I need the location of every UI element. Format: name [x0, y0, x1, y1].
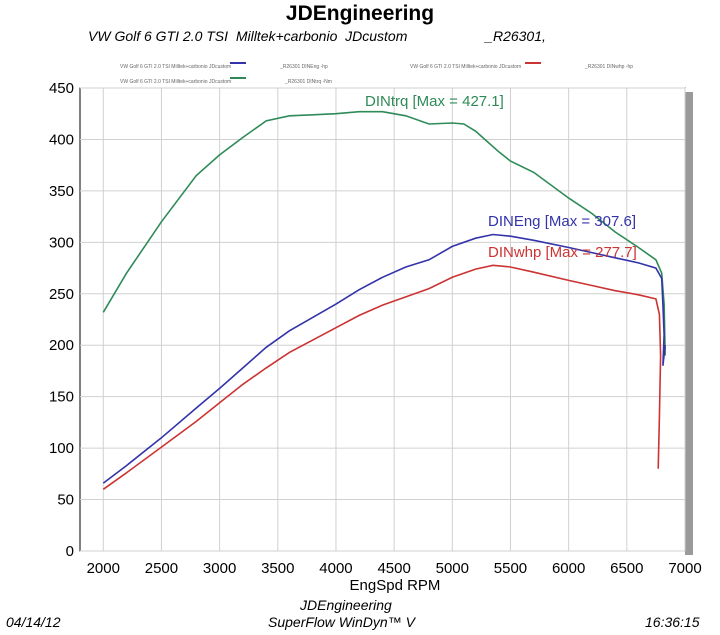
series-line-dintrq: [102, 110, 666, 356]
axis-ticks: 2000 2500 3000 3500 4000 4500 5000 5500 6000 6500…: [49, 80, 702, 577]
legend-entry-eng-run: _R26301 DINEng -hp: [280, 64, 328, 70]
y-tick-label: 400: [49, 131, 74, 148]
y-tick-label: 150: [49, 389, 74, 406]
legend-entry-trq-run: _R26301 DINtrq -Nm: [285, 79, 332, 85]
y-tick-label: 250: [49, 286, 74, 303]
footer-software: SuperFlow WinDyn™ V: [268, 614, 415, 630]
x-axis-title: EngSpd RPM: [350, 577, 441, 594]
x-tick-label: 6000: [552, 560, 585, 577]
chart-grid: [79, 87, 693, 555]
x-tick-label: 5500: [494, 560, 527, 577]
x-tick-label: 3500: [261, 560, 294, 577]
legend-swatch-eng: [230, 62, 246, 64]
y-tick-label: 0: [66, 543, 74, 560]
chart-subtitle: VW Golf 6 GTI 2.0 TSI Milltek+carbonio J…: [88, 28, 546, 44]
footer-date: 04/14/12: [6, 614, 61, 630]
x-tick-label: 2500: [145, 560, 178, 577]
legend-swatch-trq: [230, 77, 246, 79]
legend-entry-eng-vehicle: VW Golf 6 GTI 2.0 TSI Milltek+carbonio J…: [120, 64, 232, 70]
x-tick-label: 6500: [610, 560, 643, 577]
x-tick-label: 4500: [377, 560, 410, 577]
legend-entry-whp-vehicle: VW Golf 6 GTI 2.0 TSI Milltek+carbonio J…: [410, 64, 522, 70]
footer-time: 16:36:15: [645, 614, 700, 630]
y-tick-label: 300: [49, 234, 74, 251]
annotation-dineng: DINEng [Max = 307.6]: [488, 213, 636, 230]
x-tick-label: 4000: [319, 560, 352, 577]
legend-swatch-whp: [525, 62, 541, 64]
x-tick-label: 3000: [203, 560, 236, 577]
plot-shadow: [685, 92, 693, 555]
plot-area: [79, 87, 686, 552]
footer-company: JDEngineering: [300, 597, 392, 613]
series-line-dinwhp: [102, 264, 662, 490]
annotation-dinwhp: DINwhp [Max = 277.7]: [488, 244, 637, 261]
series-line-dineng: [102, 233, 666, 484]
annotation-dintrq: DINtrq [Max = 427.1]: [365, 93, 504, 110]
y-tick-label: 100: [49, 440, 74, 457]
x-tick-label: 2000: [87, 560, 120, 577]
y-tick-label: 50: [57, 492, 74, 509]
x-tick-label: 7000: [668, 560, 701, 577]
y-tick-label: 200: [49, 337, 74, 354]
y-tick-label: 350: [49, 183, 74, 200]
chart-series: [102, 110, 666, 490]
legend-entry-trq-vehicle: VW Golf 6 GTI 2.0 TSI Milltek+carbonio J…: [120, 79, 232, 85]
legend-entry-whp-run: _R26301 DINwhp -hp: [585, 64, 634, 70]
y-tick-label: 450: [49, 80, 74, 97]
series-annotations: DINtrq [Max = 427.1] DINEng [Max = 307.6]…: [365, 93, 637, 261]
chart-title: JDEngineering: [285, 2, 435, 25]
x-tick-label: 5000: [436, 560, 469, 577]
